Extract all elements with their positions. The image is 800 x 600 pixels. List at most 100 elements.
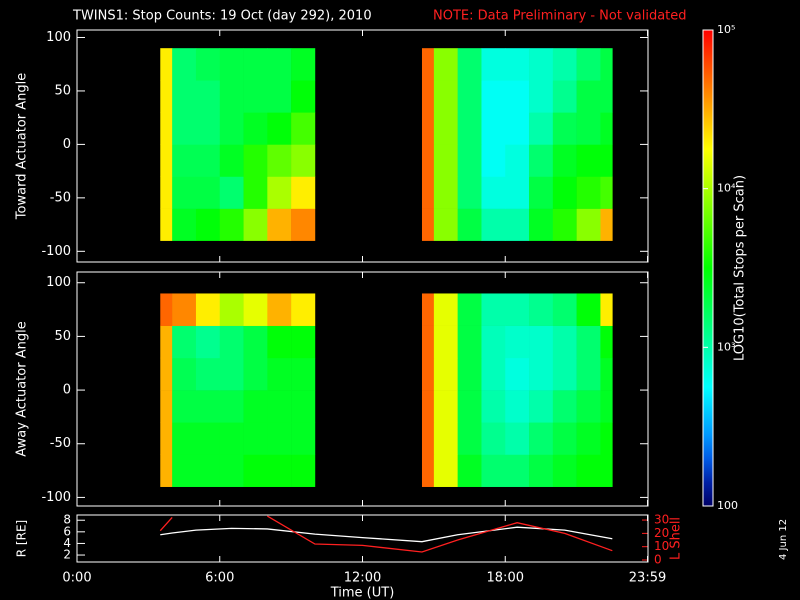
heatmap-cell — [505, 176, 530, 209]
heatmap-cell — [552, 176, 577, 209]
heatmap-cell — [160, 48, 173, 81]
heatmap-cell — [433, 208, 458, 241]
heatmap-cell — [267, 390, 292, 423]
heatmap-cell — [195, 208, 221, 241]
colorbar-tick-label: 100 — [717, 499, 738, 512]
heatmap-cell — [219, 325, 244, 359]
heatmap-cell — [481, 422, 506, 455]
heatmap-cell — [552, 422, 577, 455]
heatmap-cell — [576, 390, 601, 423]
heatmap-cell — [219, 422, 244, 455]
heatmap-cell — [552, 293, 577, 326]
heatmap-cell — [505, 390, 530, 423]
heatmap-cell — [529, 112, 554, 145]
heatmap-cell — [481, 357, 506, 391]
heatmap-cell — [291, 208, 316, 241]
series-line — [160, 526, 613, 543]
heatmap-cell — [291, 112, 316, 145]
heatmap-cell — [600, 208, 613, 241]
heatmap-cell — [291, 454, 316, 487]
heatmap-cell — [505, 422, 530, 455]
heatmap-cell — [457, 454, 482, 487]
colorbar — [702, 29, 714, 507]
heatmap-cell — [576, 48, 601, 81]
heatmap-cell — [529, 357, 554, 391]
x-tick-label: 6:00 — [205, 571, 234, 586]
heatmap-cell — [219, 144, 244, 177]
heatmap-cell — [576, 454, 601, 487]
panel-frame — [76, 514, 649, 563]
heatmap-cell — [481, 325, 506, 359]
heatmap-cell — [576, 112, 601, 145]
heatmap-cell — [600, 176, 613, 209]
heatmap-cell — [505, 325, 530, 359]
heatmap-cell — [172, 293, 197, 326]
heatmap-cell — [481, 48, 506, 81]
heatmap-cell — [267, 325, 292, 359]
heatmap-cell — [421, 208, 435, 241]
heatmap-cell — [219, 390, 244, 423]
heatmap-cell — [505, 357, 530, 391]
heatmap-cell — [243, 112, 268, 145]
y-tick-label: 100 — [46, 30, 71, 45]
heatmap-cell — [243, 325, 268, 359]
heatmap-cell — [576, 208, 601, 241]
heatmap-cell — [481, 454, 506, 487]
heatmap-cell — [172, 325, 197, 359]
heatmap-cell — [160, 357, 173, 391]
heatmap-cell — [267, 112, 292, 145]
x-tick-label: 23:59 — [629, 571, 666, 586]
heatmap-cell — [600, 390, 613, 423]
heatmap-cell — [195, 112, 221, 145]
heatmap-cell — [195, 454, 221, 487]
colorbar-tick-label: 10³ — [717, 340, 735, 353]
heatmap-cell — [421, 112, 435, 145]
heatmap-cell — [421, 293, 435, 326]
heatmap-cell — [243, 176, 268, 209]
heatmap-cell — [552, 112, 577, 145]
heatmap-cell — [421, 390, 435, 423]
colorbar-tick-label: 10⁵ — [717, 23, 735, 36]
heatmap-cell — [160, 144, 173, 177]
heatmap-cell — [243, 293, 268, 326]
heatmap-cell — [160, 176, 173, 209]
heatmap-cell — [267, 80, 292, 113]
heatmap-cell — [195, 422, 221, 455]
heatmap-cell — [433, 390, 458, 423]
x-axis-label: Time (UT) — [330, 586, 395, 600]
date-stamp: 4 Jun 12 — [778, 519, 789, 560]
heatmap-cell — [160, 80, 173, 113]
heatmap-cell — [433, 176, 458, 209]
heatmap-cell — [172, 48, 197, 81]
heatmap-cell — [529, 325, 554, 359]
heatmap-cell — [421, 80, 435, 113]
y2-tick-label: 20 — [654, 526, 669, 540]
heatmap-cell — [529, 293, 554, 326]
heatmap-cell — [552, 208, 577, 241]
heatmap-cell — [219, 112, 244, 145]
heatmap-cell — [457, 357, 482, 391]
heatmap-cell — [433, 112, 458, 145]
heatmap-cell — [457, 293, 482, 326]
heatmap-cell — [421, 325, 435, 359]
heatmap-cell — [552, 390, 577, 423]
heatmap-cell — [505, 80, 530, 113]
heatmap-cell — [219, 48, 244, 81]
heatmap-cell — [195, 48, 221, 81]
y-tick-label: 2 — [63, 548, 71, 562]
y-axis-label: R [RE] — [15, 520, 29, 557]
heatmap-cell — [267, 48, 292, 81]
heatmap-cell — [600, 422, 613, 455]
heatmap-cell — [267, 144, 292, 177]
heatmap-cell — [529, 208, 554, 241]
heatmap-cell — [291, 422, 316, 455]
plot-area — [159, 515, 613, 553]
heatmap-cell — [291, 325, 316, 359]
heatmap-cell — [481, 80, 506, 113]
heatmap-cell — [457, 112, 482, 145]
heatmap-cell — [576, 293, 601, 326]
heatmap-cell — [172, 422, 197, 455]
heatmap-cell — [195, 390, 221, 423]
heatmap-cell — [160, 454, 173, 487]
chart-title: TWINS1: Stop Counts: 19 Oct (day 292), 2… — [72, 9, 372, 24]
